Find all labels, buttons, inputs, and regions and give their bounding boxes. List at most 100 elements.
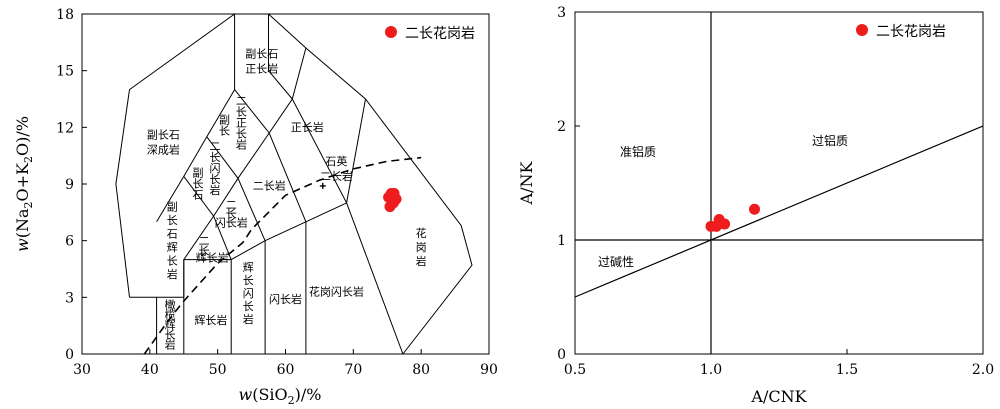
label-foid-monzosyenite: 二 — [236, 95, 247, 108]
divider-cross-marker — [319, 182, 326, 189]
label-foid-monzodiorite: 长 — [209, 173, 220, 186]
acnk-field-boundaries — [574, 12, 984, 354]
tas-field-labels: 副长石正长岩副长石深成岩副长二长正长岩副长石二长闪长岩副长石辉长岩二长辉长岩二长… — [147, 47, 427, 351]
label-foid-monzodiorite: 长 — [192, 177, 203, 190]
tas-x-tick-label: 80 — [412, 362, 430, 378]
label-foid-monzodiorite: 石 — [192, 188, 203, 201]
label-alkali-syenite: 正长岩 — [291, 120, 324, 134]
label-foid-gabbro: 长 — [167, 254, 178, 267]
acnk-data-point — [749, 203, 761, 215]
tas-y-tick-label: 18 — [56, 7, 74, 23]
acnk-frame — [574, 11, 984, 355]
label-syenite: 副长石 — [245, 47, 278, 60]
label-foid-monzodiorite: 长 — [209, 151, 220, 164]
acnk-y-tick-label: 3 — [557, 5, 566, 21]
label-gabbro: 辉长岩 — [194, 313, 227, 327]
tas-field-boundaries — [115, 13, 473, 355]
label-foid-monzodiorite: 副 — [192, 166, 203, 179]
acnk-x-tick-label: 1.0 — [700, 362, 722, 378]
label-gabbroic-diorite: 闪 — [243, 286, 254, 300]
acnk-x-tick-label: 1.5 — [836, 362, 858, 378]
acnk-y-tick-label: 0 — [557, 347, 566, 363]
tas-y-tick-label: 9 — [65, 177, 74, 193]
tas-legend-label: 二长花岗岩 — [405, 26, 475, 42]
acnk-y-tick-label: 2 — [557, 119, 566, 135]
acnk-data-point — [713, 213, 725, 225]
tas-x-axis-label: w(SiO2)/% — [239, 385, 322, 407]
label-foid-monzodiorite: 二 — [209, 140, 220, 153]
label-granite: 岩 — [416, 254, 427, 268]
tas-y-tick-label: 6 — [65, 234, 74, 250]
label-metaluminous: 准铝质 — [620, 144, 656, 159]
tas-field-line-0 — [115, 13, 473, 355]
label-diorite: 闪长岩 — [269, 292, 302, 306]
tas-data-points — [383, 187, 402, 213]
tas-x-tick-label: 70 — [344, 362, 362, 378]
label-foid-monzosyenite: 正 — [236, 117, 247, 130]
label-quartz-monzonite: 石英 — [325, 154, 347, 168]
tas-x-tick-label: 60 — [277, 362, 295, 378]
tas-x-tick-label: 90 — [480, 362, 498, 378]
label-gabbroic-diorite: 岩 — [243, 312, 254, 326]
label-foid-monzosyenite: 长 — [236, 106, 247, 119]
label-monzodiorite: 二 — [226, 199, 237, 212]
label-granodiorite: 花岗闪长岩 — [309, 284, 364, 298]
tas-y-tick-label: 0 — [65, 347, 74, 363]
tas-field-line-12 — [346, 202, 404, 355]
tas-axis-ticks: 30 40 50 60 70 80 90 0 3 6 9 12 15 18 — [56, 7, 498, 378]
acnk-x-tick-label: 0.5 — [564, 362, 586, 378]
acnk-x-axis-label: A/CNK — [750, 387, 807, 406]
label-granite: 岗 — [416, 241, 427, 254]
tas-field-line-2 — [156, 89, 236, 223]
label-monzodiorite: 长 — [226, 208, 237, 221]
tas-field-line-7 — [206, 136, 266, 354]
tas-field-line-11 — [346, 98, 366, 203]
label-monzonite: 二长岩 — [253, 179, 286, 193]
label-monzogabbro: 长 — [199, 244, 210, 257]
tas-field-line-8 — [234, 89, 307, 354]
acnk-data-points — [705, 203, 761, 232]
label-peridot-gabbro: 岩 — [165, 338, 176, 352]
acnk-x-tick-label: 2.0 — [972, 362, 994, 378]
tas-y-tick-label: 15 — [56, 64, 74, 80]
label-foid-monzodiorite: 闪 — [209, 161, 220, 175]
tas-y-axis-label: w(Na2O+K2O)/% — [13, 116, 35, 252]
label-foid-gabbro: 辉 — [167, 241, 178, 254]
label-foid-monzodiorite: 岩 — [209, 183, 220, 197]
label-foid-monzosyenite: 岩 — [236, 138, 247, 152]
label-peridot-gabbro: 长 — [165, 329, 176, 342]
label-peridot-gabbro: 辉 — [165, 319, 176, 332]
label-gabbroic-diorite: 长 — [243, 300, 254, 313]
label-peraluminous: 过铝质 — [812, 133, 848, 148]
label-foid-syenite: 副长石 — [147, 129, 180, 142]
label-foid-monzosyenite: 长 — [219, 125, 230, 138]
label-peridot-gabbro: 橄 — [165, 298, 176, 312]
label-gabbroic-diorite: 长 — [243, 274, 254, 287]
label-foid-gabbro: 长 — [167, 214, 178, 227]
label-quartz-monzonite: 二长岩 — [320, 169, 353, 183]
label-syenite: 正长岩 — [245, 61, 278, 75]
tas-x-tick-label: 30 — [73, 362, 91, 378]
label-granite: 花 — [416, 227, 427, 240]
tas-field-line-13 — [268, 14, 293, 100]
acnk-y-tick-label: 1 — [557, 233, 566, 249]
label-monzodiorite: 闪长岩 — [215, 216, 248, 230]
tas-y-tick-label: 3 — [65, 290, 74, 306]
alkaline-subalkaline-divider — [143, 156, 422, 355]
acnk-diagonal — [574, 125, 984, 298]
label-foid-monzosyenite: 副 — [219, 114, 230, 127]
tas-data-point — [384, 201, 396, 213]
label-foid-monzosyenite: 长 — [236, 128, 247, 141]
label-monzogabbro: 辉长岩 — [196, 250, 229, 264]
tas-x-tick-label: 40 — [141, 362, 159, 378]
tas-field-line-10 — [291, 98, 348, 204]
label-foid-gabbro: 石 — [167, 227, 178, 240]
label-foid-gabbro: 副 — [167, 200, 178, 213]
acnk-legend-marker — [856, 24, 868, 36]
label-foid-syenite: 深成岩 — [147, 143, 180, 157]
label-peralkaline: 过碱性 — [598, 255, 634, 269]
acnk-legend-label: 二长花岗岩 — [876, 24, 946, 40]
